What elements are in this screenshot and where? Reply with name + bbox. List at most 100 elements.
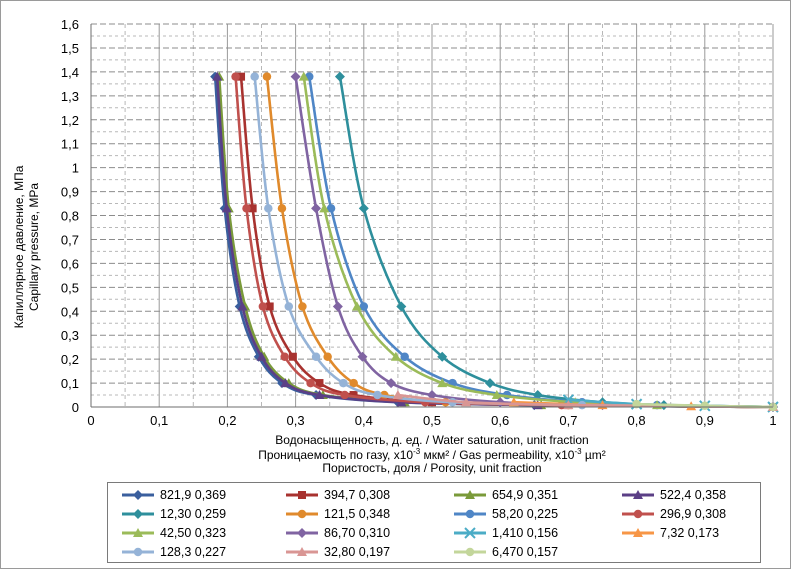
legend-swatch-marker <box>133 509 143 519</box>
legend-swatch <box>286 509 318 519</box>
data-point <box>357 351 368 362</box>
legend-label: 522,4 0,358 <box>660 488 727 502</box>
legend-item: 821,9 0,369 <box>122 486 226 504</box>
x-tick-label: 0,7 <box>559 413 577 428</box>
legend-label: 296,9 0,308 <box>660 507 727 521</box>
series-14 <box>632 399 778 412</box>
legend-swatch-marker <box>465 509 475 519</box>
data-point <box>334 71 345 82</box>
legend-swatch-marker <box>633 509 643 519</box>
data-point <box>221 203 232 213</box>
legend-label: 58,20 0,225 <box>492 507 559 521</box>
x-axis-label-line2: Проницаемость по газу, x10-3 мкм² / Gas … <box>258 447 606 462</box>
series-7 <box>231 72 778 412</box>
data-point <box>359 302 369 311</box>
legend-item: 32,80 0,197 <box>286 543 390 561</box>
series-line <box>213 76 774 409</box>
legend-swatch-marker <box>133 490 143 500</box>
data-point <box>280 378 291 388</box>
legend-item: 522,4 0,358 <box>622 486 726 504</box>
data-point <box>332 301 343 312</box>
y-tick-label: 0,2 <box>61 352 79 367</box>
x-tick-label: 0,9 <box>696 413 714 428</box>
x-axis-label-line1: Водонасыщенность, д. ед. / Water saturat… <box>275 433 589 447</box>
legend-swatch-marker <box>297 528 307 538</box>
data-point <box>212 71 223 81</box>
legend-swatch-marker <box>297 547 307 556</box>
legend-label: 128,3 0,227 <box>160 545 227 559</box>
x-axis-ticks: 0 0,1 0,2 0,3 0,4 0,5 0,6 0,7 0,8 0,9 1 <box>87 413 776 428</box>
series-8 <box>298 71 778 411</box>
y-axis-label-line1: Капиллярное давление, МПа <box>12 165 26 328</box>
legend-swatch-marker <box>133 547 143 557</box>
y-tick-label: 1,1 <box>61 137 79 152</box>
series-layer <box>210 71 779 413</box>
legend-label: 42,50 0,323 <box>160 526 227 540</box>
data-point <box>427 390 437 401</box>
data-point <box>298 302 307 311</box>
y-tick-label: 1,3 <box>61 89 79 104</box>
x-tick-label: 0,8 <box>628 413 646 428</box>
series-line <box>215 76 774 409</box>
legend-item: 296,9 0,308 <box>622 505 726 523</box>
legend-swatch-marker <box>633 490 643 499</box>
legend-label: 821,9 0,369 <box>160 488 227 502</box>
legend-swatch <box>122 509 154 519</box>
legend-swatch <box>286 491 318 499</box>
legend-item: 7,32 0,173 <box>622 524 719 542</box>
legend-item: 12,30 0,259 <box>122 505 226 523</box>
data-point <box>311 203 322 214</box>
data-point <box>237 301 248 311</box>
y-tick-label: 0,4 <box>61 304 79 319</box>
y-tick-label: 0,3 <box>61 328 79 343</box>
legend-label: 32,80 0,197 <box>324 545 391 559</box>
data-point <box>265 302 274 311</box>
y-tick-label: 1,6 <box>61 17 79 32</box>
y-axis-label-line2: Capillary pressure, MPa <box>27 183 41 311</box>
data-point <box>326 204 336 213</box>
data-point <box>396 301 407 312</box>
legend-label: 7,32 0,173 <box>660 526 720 540</box>
legend-swatch <box>286 547 318 556</box>
data-point <box>248 204 257 213</box>
x-tick-label: 0,2 <box>218 413 236 428</box>
data-point <box>258 302 268 311</box>
series-2 <box>214 71 778 411</box>
x-tick-label: 0 <box>87 413 94 428</box>
legend-label: 12,30 0,259 <box>160 507 227 521</box>
series-line <box>265 76 774 409</box>
legend-swatch-marker <box>133 528 143 537</box>
legend-swatch <box>122 528 154 537</box>
data-point <box>323 352 332 361</box>
data-point <box>340 390 349 400</box>
data-point <box>358 203 369 214</box>
data-point <box>288 352 297 361</box>
legend-label: 121,5 0,348 <box>324 507 391 521</box>
y-tick-label: 1 <box>72 161 79 176</box>
y-axis-label: Капиллярное давление, МПа Capillary pres… <box>12 165 41 328</box>
data-point <box>306 378 315 388</box>
data-point <box>237 72 246 81</box>
data-point <box>339 378 348 388</box>
x-tick-label: 0,3 <box>287 413 305 428</box>
data-point <box>461 397 472 407</box>
data-point <box>315 379 324 388</box>
legend-swatch <box>122 490 154 500</box>
y-tick-label: 0 <box>72 400 79 415</box>
legend-item: 121,5 0,348 <box>286 505 390 523</box>
x-axis-label-line3: Пористость, доля / Porosity, unit fracti… <box>322 461 542 475</box>
data-point <box>319 203 330 213</box>
x-tick-label: 0,1 <box>150 413 168 428</box>
y-axis-ticks: 0 0,1 0,2 0,3 0,4 0,5 0,6 0,7 0,8 0,9 1 1,1 1,2 1,3 1,… <box>61 17 79 415</box>
legend-label: 86,70 0,310 <box>324 526 391 540</box>
x-tick-label: 1 <box>769 413 776 428</box>
x-tick-label: 0,4 <box>355 413 373 428</box>
data-point <box>242 204 251 213</box>
data-point <box>349 391 358 400</box>
grid <box>91 23 773 407</box>
data-point <box>484 378 495 389</box>
legend-item: 58,20 0,225 <box>454 505 558 523</box>
data-point <box>262 72 272 81</box>
y-tick-label: 0,5 <box>61 280 79 295</box>
legend-swatch <box>454 547 486 557</box>
